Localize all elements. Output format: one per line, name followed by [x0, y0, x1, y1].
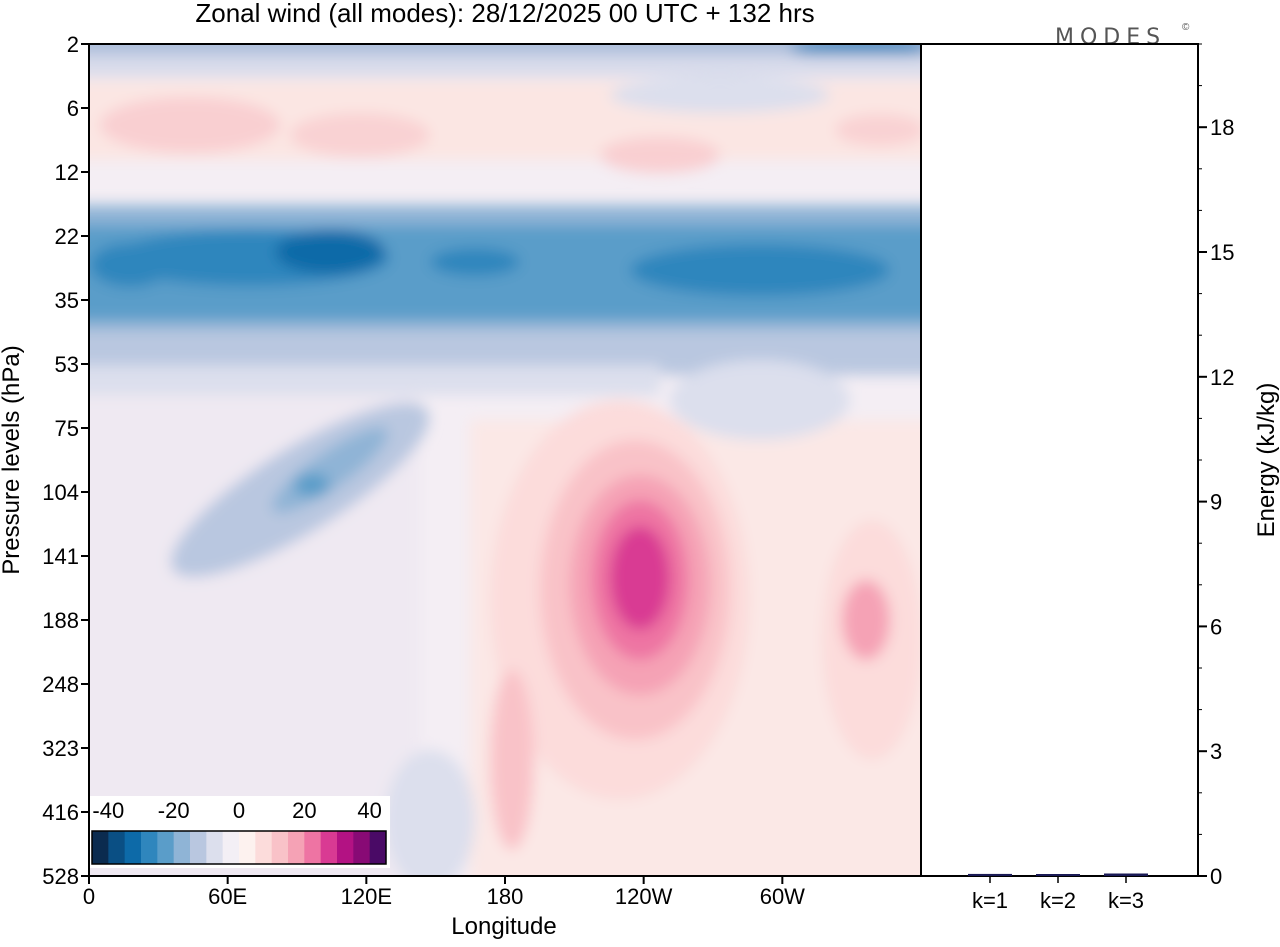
energy-category-label: k=3: [1108, 888, 1144, 913]
energy-tick-label: 15: [1210, 240, 1234, 265]
energy-tick-label: 9: [1210, 490, 1222, 515]
easterly-upper-trop: [670, 360, 850, 440]
energy-bar: [968, 873, 1012, 876]
upper-easterly-patch: [610, 77, 830, 113]
x-axis-label: Longitude: [451, 913, 556, 940]
wind-field: [89, 44, 921, 876]
y-tick-label: 528: [42, 864, 79, 889]
y-tick-label: 35: [55, 288, 79, 313]
x-tick-label: 120W: [615, 884, 673, 909]
y-tick-label: 248: [42, 672, 79, 697]
y-tick-label: 75: [55, 416, 79, 441]
colorbar-swatch: [206, 831, 224, 864]
colorbar-swatch: [271, 831, 289, 864]
colorbar-tick-label: 0: [233, 798, 245, 823]
y-axis-label: Pressure levels (hPa): [0, 345, 25, 574]
x-tick-label: 180: [487, 884, 524, 909]
energy-bar: [1104, 873, 1148, 876]
x-tick-label: 0: [83, 884, 95, 909]
colorbar-swatch: [92, 831, 109, 864]
y-tick-label: 6: [67, 96, 79, 121]
chart-title: Zonal wind (all modes): 28/12/2025 00 UT…: [195, 0, 814, 28]
colorbar-swatch: [141, 831, 158, 864]
y-tick-label: 2: [67, 32, 79, 57]
x-tick-label: 60W: [760, 884, 805, 909]
energy-category-label: k=2: [1040, 888, 1076, 913]
y-tick-label: 53: [55, 352, 79, 377]
colorbar-frame: [91, 830, 387, 865]
colorbar: -40 -20 0 20 40: [88, 796, 390, 868]
upper-easterly-fringe: [89, 55, 921, 77]
x-tick-label: 120E: [341, 884, 392, 909]
y-tick-label: 416: [42, 800, 79, 825]
westerly-120w-core: [610, 526, 670, 630]
y-tick-label: 22: [55, 224, 79, 249]
y-tick-label: 188: [42, 608, 79, 633]
colorbar-swatch: [239, 831, 256, 864]
colorbar-swatch: [304, 831, 322, 864]
modes-logo-mark: ©: [1182, 22, 1190, 33]
jet-core-central: [275, 230, 385, 274]
easterly-tongue-core: [294, 473, 330, 497]
colorbar-swatch: [222, 831, 240, 864]
strat-westerly-core-3: [600, 137, 720, 173]
colorbar-swatch: [288, 831, 305, 864]
colorbar-tick-label: -40: [92, 798, 124, 823]
jet-core-east: [630, 244, 890, 296]
energy-tick-label: 0: [1210, 864, 1222, 889]
colorbar-swatch: [369, 831, 387, 864]
colorbar-swatch: [320, 831, 338, 864]
colorbar-tick-label: 20: [292, 798, 316, 823]
strat-westerly-core-4: [835, 114, 921, 146]
colorbar-swatch: [255, 831, 273, 864]
y-tick-label: 323: [42, 736, 79, 761]
jet-core-far-west: [90, 243, 170, 287]
y-tick-label: 141: [42, 544, 79, 569]
westerly-20w-core: [842, 580, 890, 660]
energy-tick-label: 3: [1210, 739, 1222, 764]
strat-westerly-core-1: [100, 97, 280, 153]
energy-tick-label: 18: [1210, 115, 1234, 140]
energy-tick-label: 6: [1210, 614, 1222, 639]
energy-tick-label: 12: [1210, 365, 1234, 390]
colorbar-swatch: [337, 831, 354, 864]
y-tick-label: 12: [55, 160, 79, 185]
y-tick-label: 104: [42, 480, 79, 505]
energy-panel: 0 3 6 9 12 15 18 k=1 k=2 k=3: [920, 43, 1234, 913]
westerly-180-tail: [490, 670, 534, 850]
jet-core-dateline: [430, 248, 520, 276]
colorbar-tick-label: 40: [357, 798, 381, 823]
colorbar-swatch: [108, 831, 126, 864]
colorbar-swatch: [190, 831, 207, 864]
colorbar-swatch: [173, 831, 191, 864]
easterly-plume: [385, 750, 475, 876]
colorbar-swatch: [353, 831, 371, 864]
colorbar-swatch: [124, 831, 142, 864]
upper-easterly-band: [89, 44, 921, 58]
upper-easterly-core: [790, 44, 921, 58]
jet-lower-fringe-2: [89, 365, 660, 395]
energy-bar: [1036, 874, 1080, 876]
field-features: [89, 44, 921, 876]
energy-category-label: k=1: [972, 888, 1008, 913]
colorbar-tick-label: -20: [158, 798, 190, 823]
colorbar-swatch: [157, 831, 175, 864]
energy-frame: [920, 43, 1199, 877]
energy-axis-label: Energy (kJ/kg): [1253, 383, 1280, 538]
x-tick-label: 60E: [208, 884, 247, 909]
strat-westerly-core-2: [290, 113, 430, 157]
